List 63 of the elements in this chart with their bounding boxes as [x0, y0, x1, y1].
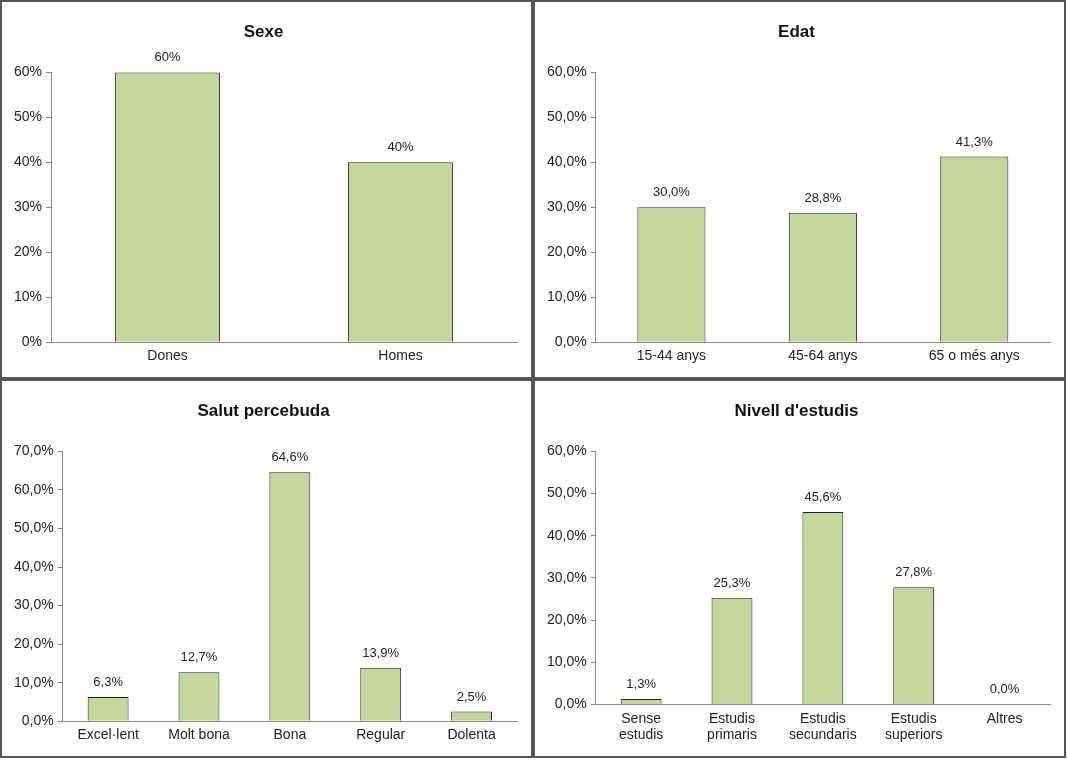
y-tick-label: 30,0% [13, 596, 54, 613]
data-label: 27,8% [895, 564, 933, 580]
y-tick-label: 10,0% [546, 653, 587, 670]
y-tick-label: 20,0% [546, 610, 587, 627]
y-tick-label: 30% [13, 198, 43, 215]
x-tick-label: Estudis secundaris [789, 709, 857, 743]
data-label: 13,9% [362, 644, 400, 660]
x-tick-label: Estudis primaris [707, 709, 757, 743]
y-tick-label: 30,0% [546, 198, 587, 215]
x-tick-label: Regular [356, 726, 406, 743]
data-label: 0,0% [989, 681, 1020, 697]
y-tick-label: 20,0% [546, 243, 587, 260]
data-label: 45,6% [804, 489, 842, 505]
x-tick-label: Dolenta [447, 726, 496, 743]
y-tick-label: 50,0% [546, 484, 587, 501]
y-tick-label: 10,0% [546, 288, 587, 305]
data-label: 40% [387, 139, 414, 155]
data-label: 12,7% [180, 649, 218, 665]
x-tick-label: Sense estudis [618, 709, 664, 743]
chart-title: Nivell d'estudis [734, 400, 859, 420]
y-tick-label: 0,0% [554, 695, 587, 712]
data-label: 1,3% [626, 676, 657, 691]
y-tick-label: 40,0% [546, 153, 587, 170]
x-tick-label: 45-64 anys [788, 347, 858, 364]
chart-title: Salut percebuda [197, 400, 331, 420]
y-tick-label: 10,0% [13, 673, 54, 690]
y-tick-label: 40% [13, 153, 43, 170]
data-label: 2,5% [456, 688, 487, 704]
x-tick-label: Excel·lent [77, 726, 139, 743]
y-tick-label: 0,0% [21, 712, 54, 729]
x-tick-label: 65 o més anys [928, 347, 1020, 364]
y-tick-label: 20,0% [13, 634, 54, 651]
y-tick-label: 50,0% [13, 519, 54, 536]
x-tick-label: Homes [378, 347, 423, 364]
y-tick-label: 0% [21, 333, 43, 350]
data-label: 60% [154, 49, 181, 65]
y-tick-label: 30,0% [546, 568, 587, 585]
chart-title: Sexe [243, 21, 284, 41]
x-tick-label: Dones [147, 347, 188, 364]
data-label: 6,3% [93, 674, 124, 689]
y-tick-label: 40,0% [546, 526, 587, 543]
x-tick-label: Estudis superiors [884, 709, 943, 743]
y-tick-label: 50% [13, 108, 43, 125]
chart-title: Edat [778, 21, 816, 41]
y-tick-label: 0,0% [554, 333, 587, 350]
data-label: 28,8% [804, 189, 842, 205]
y-tick-label: 60,0% [546, 442, 587, 459]
x-tick-label: Molt bona [168, 726, 230, 743]
data-label: 30,0% [652, 184, 691, 200]
x-tick-label: 15-44 anys [636, 347, 707, 364]
y-tick-label: 70,0% [13, 442, 54, 459]
y-tick-label: 60,0% [13, 480, 54, 497]
data-label: 25,3% [713, 574, 751, 590]
x-tick-label: Bona [273, 726, 307, 743]
y-tick-label: 10% [13, 288, 43, 305]
x-tick-label: Altres [986, 709, 1023, 726]
y-tick-label: 60% [13, 63, 43, 80]
y-tick-label: 50,0% [546, 108, 587, 125]
data-label: 64,6% [271, 449, 309, 465]
data-label: 41,3% [955, 133, 994, 149]
y-tick-label: 40,0% [13, 557, 54, 574]
y-tick-label: 60,0% [546, 63, 587, 80]
y-tick-label: 20% [13, 243, 43, 260]
